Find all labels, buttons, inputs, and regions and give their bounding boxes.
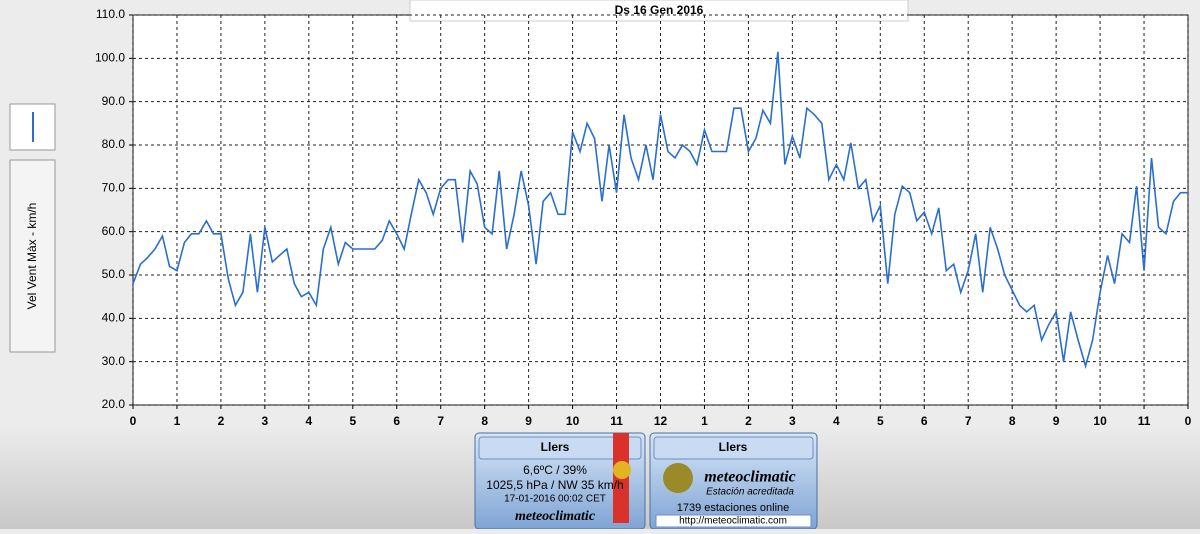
- badge-stations: 1739 estaciones online: [677, 502, 790, 514]
- x-tick-label: 7: [437, 414, 444, 428]
- chart-title: Ds 16 Gen 2016: [615, 3, 704, 17]
- x-tick-label: 8: [481, 414, 488, 428]
- badge-brand: meteoclimatic: [515, 509, 596, 524]
- x-tick-label: 1: [701, 414, 708, 428]
- x-tick-label: 3: [262, 414, 269, 428]
- x-tick-label: 10: [566, 414, 580, 428]
- y-tick-label: 30.0: [102, 354, 126, 368]
- x-tick-label: 0: [1185, 414, 1192, 428]
- x-tick-label: 4: [305, 414, 312, 428]
- x-tick-label: 1: [174, 414, 181, 428]
- x-tick-label: 10: [1093, 414, 1107, 428]
- x-tick-label: 0: [130, 414, 137, 428]
- badge-line: 17-01-2016 00:02 CET: [504, 494, 606, 505]
- y-tick-label: 100.0: [95, 51, 125, 65]
- y-label-box: [9, 159, 56, 353]
- badge-title: Llers: [719, 440, 748, 454]
- badge-url: http://meteoclimatic.com: [679, 516, 787, 527]
- y-tick-label: 20.0: [102, 397, 126, 411]
- badge-title: Llers: [541, 440, 570, 454]
- x-tick-label: 8: [1009, 414, 1016, 428]
- y-tick-label: 90.0: [102, 94, 126, 108]
- x-tick-label: 3: [789, 414, 796, 428]
- badge-line: 1025,5 hPa / NW 35 km/h: [486, 478, 623, 492]
- y-tick-label: 40.0: [102, 311, 126, 325]
- data-line: [132, 51, 1188, 369]
- y-tick-label: 80.0: [102, 137, 126, 151]
- x-tick-label: 5: [877, 414, 884, 428]
- x-tick-label: 6: [393, 414, 400, 428]
- x-tick-label: 2: [218, 414, 225, 428]
- x-tick-label: 5: [349, 414, 356, 428]
- badge: Llers 6,6ºC / 39% 1025,5 hPa / NW 35 km/…: [474, 432, 646, 530]
- x-tick-label: 4: [833, 414, 840, 428]
- badge-brand: meteoclimatic: [704, 469, 796, 486]
- x-tick-label: 2: [745, 414, 752, 428]
- x-tick-label: 9: [525, 414, 532, 428]
- y-tick-label: 70.0: [102, 181, 126, 195]
- y-tick-label: 110.0: [96, 7, 125, 21]
- y-tick-label: 60.0: [102, 224, 126, 238]
- y-tick-label: 50.0: [102, 267, 126, 281]
- x-tick-label: 12: [654, 414, 668, 428]
- x-tick-label: 9: [1053, 414, 1060, 428]
- x-tick-label: 11: [610, 414, 623, 428]
- title-box: [409, 0, 909, 22]
- badge-subtitle: Estación acreditada: [706, 487, 794, 498]
- badge: Llers meteoclimatic Estación acreditada …: [649, 432, 818, 530]
- x-tick-label: 11: [1138, 414, 1151, 428]
- badge-line: 6,6ºC / 39%: [523, 463, 587, 477]
- x-tick-label: 6: [921, 414, 928, 428]
- y-axis-label: Vel Vent Màx - km/h: [25, 203, 39, 310]
- x-tick-label: 7: [965, 414, 972, 428]
